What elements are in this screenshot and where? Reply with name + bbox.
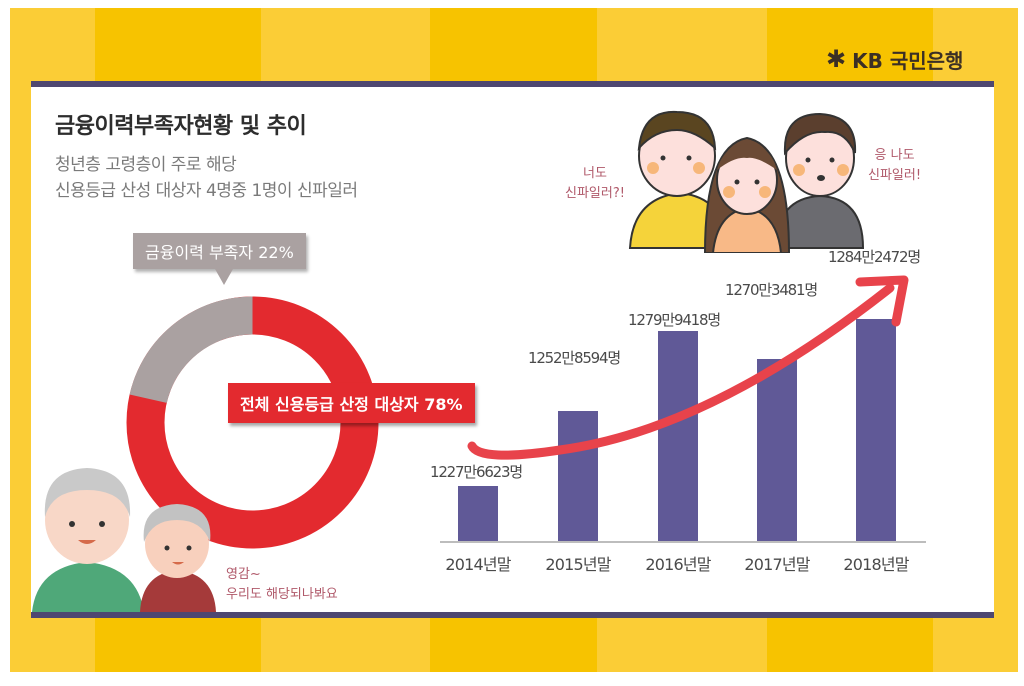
- x-label-2017: 2017년말: [744, 555, 810, 574]
- bar-2014: [458, 486, 498, 541]
- donut-segment-thin-file: [129, 296, 253, 403]
- bar-2015: [558, 411, 598, 541]
- speech-text: 신파일러?!: [565, 186, 625, 201]
- bar-2016: [658, 331, 698, 541]
- x-label-2015: 2015년말: [545, 555, 611, 574]
- value-label-2015: 1252만8594명: [528, 349, 621, 367]
- trend-arrow-icon: [467, 275, 909, 460]
- x-label-2016: 2016년말: [645, 555, 711, 574]
- x-label-2018: 2018년말: [843, 555, 909, 574]
- total-callout: 전체 신용등급 산정 대상자 78%: [228, 383, 475, 423]
- value-label-2016: 1279만9418명: [628, 311, 721, 329]
- kb-logo-text: KB 국민은행: [852, 48, 964, 73]
- value-label-2017: 1270만3481명: [725, 281, 818, 299]
- kb-star-icon: ✱: [826, 45, 847, 73]
- speech-young-right: 응 나도 신파일러!: [868, 146, 921, 186]
- speech-elderly: 영감~ 우리도 해당되나봐요: [226, 565, 338, 605]
- kb-logo: ✱ KB 국민은행: [826, 44, 963, 74]
- speech-text: 영감~: [226, 567, 261, 582]
- speech-young-left: 너도 신파일러?!: [565, 164, 625, 204]
- value-label-2018: 1284만2472명: [828, 248, 921, 266]
- elderly-couple-illustration: [32, 468, 216, 612]
- page-title: 금융이력부족자현황 및 추이: [55, 114, 307, 139]
- bar-2018: [856, 319, 896, 541]
- bar-2017: [757, 359, 797, 541]
- speech-text: 응 나도: [874, 148, 915, 163]
- x-label-2014: 2014년말: [445, 555, 511, 574]
- subtitle-line-2: 신용등급 산성 대상자 4명중 1명이 신파일러: [55, 181, 358, 201]
- thin-file-callout: 금융이력 부족자 22%: [133, 233, 306, 285]
- x-axis-line: [440, 541, 926, 543]
- value-label-2014: 1227만6623명: [430, 463, 523, 481]
- speech-text: 너도: [583, 166, 607, 181]
- young-people-illustration: [628, 110, 865, 253]
- subtitle-line-1: 청년층 고령층이 주로 해당: [55, 155, 237, 175]
- speech-text: 신파일러!: [868, 168, 922, 183]
- speech-text: 우리도 해당되나봐요: [226, 587, 338, 602]
